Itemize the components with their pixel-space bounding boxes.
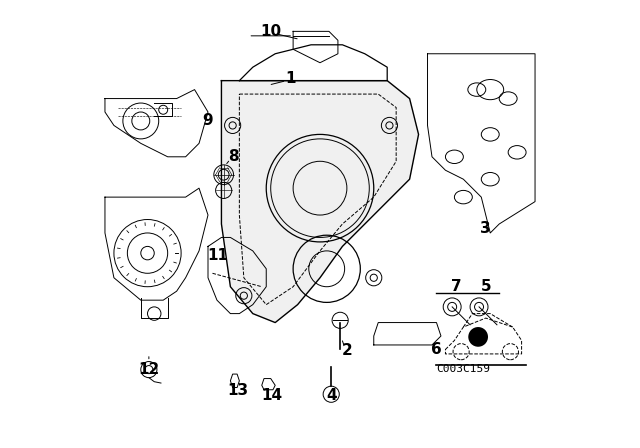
- Text: 12: 12: [138, 362, 159, 377]
- Text: 3: 3: [481, 221, 491, 236]
- Text: 11: 11: [207, 248, 228, 263]
- Text: 6: 6: [431, 342, 442, 357]
- Text: 8: 8: [228, 149, 239, 164]
- Text: 10: 10: [260, 24, 282, 39]
- Polygon shape: [221, 81, 419, 323]
- Circle shape: [468, 327, 488, 347]
- Text: 9: 9: [202, 113, 212, 129]
- Text: 14: 14: [261, 388, 282, 403]
- Text: 1: 1: [285, 71, 296, 86]
- Text: 7: 7: [451, 279, 462, 294]
- Text: 2: 2: [342, 343, 352, 358]
- Text: 13: 13: [227, 383, 248, 398]
- Text: 4: 4: [327, 388, 337, 403]
- Text: C003C159: C003C159: [436, 364, 490, 374]
- Text: 5: 5: [481, 279, 491, 294]
